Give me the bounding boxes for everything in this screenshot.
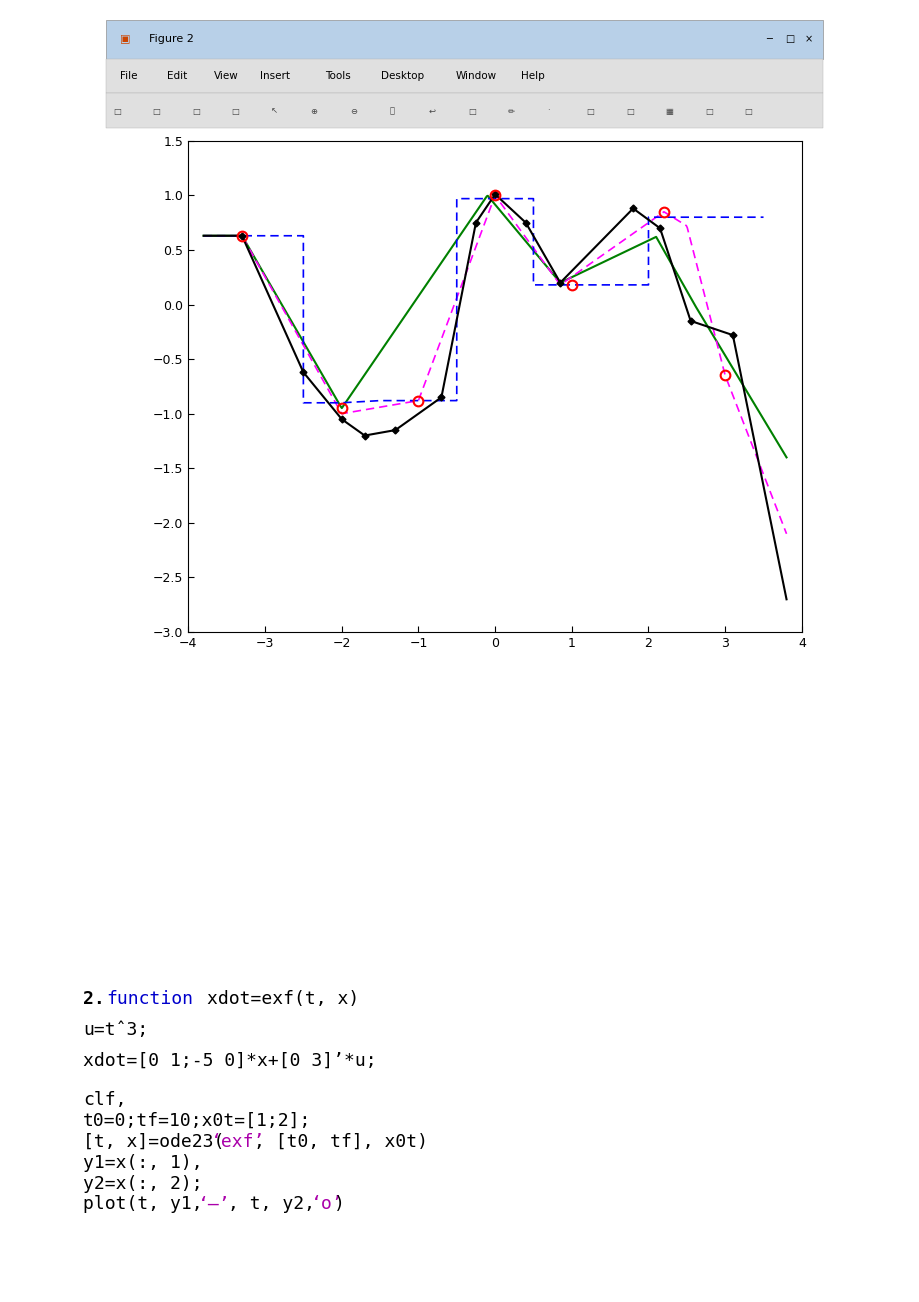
Text: ✋: ✋	[389, 107, 394, 116]
Text: ‘–’: ‘–’	[198, 1195, 230, 1213]
Text: Insert: Insert	[260, 72, 289, 81]
Bar	[106, 20, 823, 59]
Text: t0=0;tf=10;x0t=[1;2];: t0=0;tf=10;x0t=[1;2];	[83, 1112, 311, 1130]
Text: ─: ─	[766, 34, 771, 44]
Text: y1=x(:, 1),: y1=x(:, 1),	[83, 1154, 202, 1172]
Text: ↖: ↖	[270, 107, 278, 116]
Text: , [t0, tf], x0t): , [t0, tf], x0t)	[254, 1133, 427, 1151]
Text: □: □	[704, 107, 712, 116]
Text: Edit: Edit	[166, 72, 187, 81]
Text: □: □	[113, 107, 120, 116]
Bar	[106, 94, 823, 128]
Text: ⊖: ⊖	[349, 107, 357, 116]
Text: ‘exf’: ‘exf’	[210, 1133, 265, 1151]
Bar	[106, 59, 823, 94]
Text: □: □	[153, 107, 160, 116]
Text: □: □	[468, 107, 475, 116]
Text: plot(t, y1,: plot(t, y1,	[83, 1195, 202, 1213]
Text: □: □	[192, 107, 199, 116]
Text: function: function	[106, 991, 193, 1008]
Text: ·: ·	[547, 107, 550, 116]
Text: □: □	[785, 34, 794, 44]
Text: □: □	[586, 107, 594, 116]
Text: ): )	[334, 1195, 345, 1213]
Text: □: □	[743, 107, 752, 116]
Text: xdot=exf(t, x): xdot=exf(t, x)	[207, 991, 358, 1008]
Text: □: □	[626, 107, 633, 116]
Text: Window: Window	[456, 72, 496, 81]
Text: , t, y2,: , t, y2,	[228, 1195, 315, 1213]
Text: ‘o’: ‘o’	[311, 1195, 343, 1213]
Text: Tools: Tools	[325, 72, 351, 81]
Text: ⊕: ⊕	[310, 107, 317, 116]
Text: y2=x(:, 2);: y2=x(:, 2);	[83, 1174, 202, 1193]
Text: File: File	[120, 72, 138, 81]
Text: clf,: clf,	[83, 1091, 126, 1109]
Text: u=tˆ3;: u=tˆ3;	[83, 1021, 148, 1039]
Text: Help: Help	[521, 72, 544, 81]
Text: ↩: ↩	[428, 107, 436, 116]
Text: ▣: ▣	[120, 34, 130, 44]
Text: □: □	[232, 107, 239, 116]
Text: ×: ×	[804, 34, 812, 44]
Text: xdot=[0 1;-5 0]*x+[0 3]’*u;: xdot=[0 1;-5 0]*x+[0 3]’*u;	[83, 1052, 376, 1069]
Text: Figure 2: Figure 2	[149, 34, 194, 44]
Text: 2.: 2.	[83, 991, 105, 1008]
Text: ✏: ✏	[507, 107, 514, 116]
Text: View: View	[213, 72, 238, 81]
Text: Desktop: Desktop	[381, 72, 424, 81]
Text: [t, x]=ode23(: [t, x]=ode23(	[83, 1133, 224, 1151]
Text: ▦: ▦	[664, 107, 673, 116]
